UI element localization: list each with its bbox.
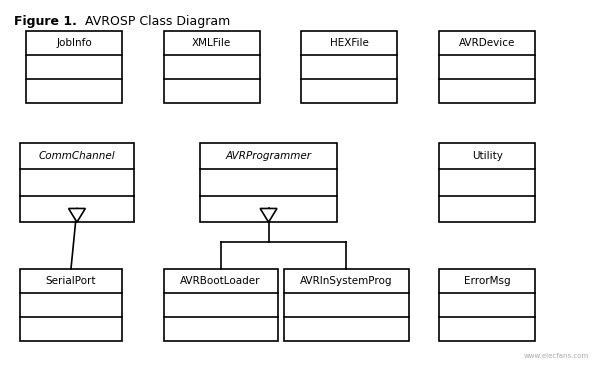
Text: HEXFile: HEXFile <box>330 38 369 48</box>
Bar <box>164 31 259 103</box>
Text: SerialPort: SerialPort <box>46 276 96 286</box>
Polygon shape <box>69 208 85 222</box>
Bar <box>164 269 277 341</box>
Bar <box>200 143 338 222</box>
Bar <box>20 269 122 341</box>
Bar <box>302 31 397 103</box>
Bar <box>439 269 535 341</box>
Text: AVRDevice: AVRDevice <box>459 38 516 48</box>
Bar <box>26 31 122 103</box>
Polygon shape <box>260 208 277 222</box>
Bar <box>283 269 409 341</box>
Text: AVROSP Class Diagram: AVROSP Class Diagram <box>81 15 230 28</box>
Bar <box>439 143 535 222</box>
Text: JobInfo: JobInfo <box>56 38 92 48</box>
Text: Figure 1.: Figure 1. <box>14 15 77 28</box>
Text: Utility: Utility <box>472 151 502 161</box>
Bar <box>439 31 535 103</box>
Bar <box>20 143 134 222</box>
Text: AVRInSystemProg: AVRInSystemProg <box>300 276 393 286</box>
Text: AVRProgrammer: AVRProgrammer <box>226 151 312 161</box>
Text: ErrorMsg: ErrorMsg <box>464 276 511 286</box>
Text: AVRBootLoader: AVRBootLoader <box>180 276 261 286</box>
Text: www.elecfans.com: www.elecfans.com <box>523 353 589 359</box>
Text: XMLFile: XMLFile <box>192 38 232 48</box>
Text: CommChannel: CommChannel <box>39 151 115 161</box>
